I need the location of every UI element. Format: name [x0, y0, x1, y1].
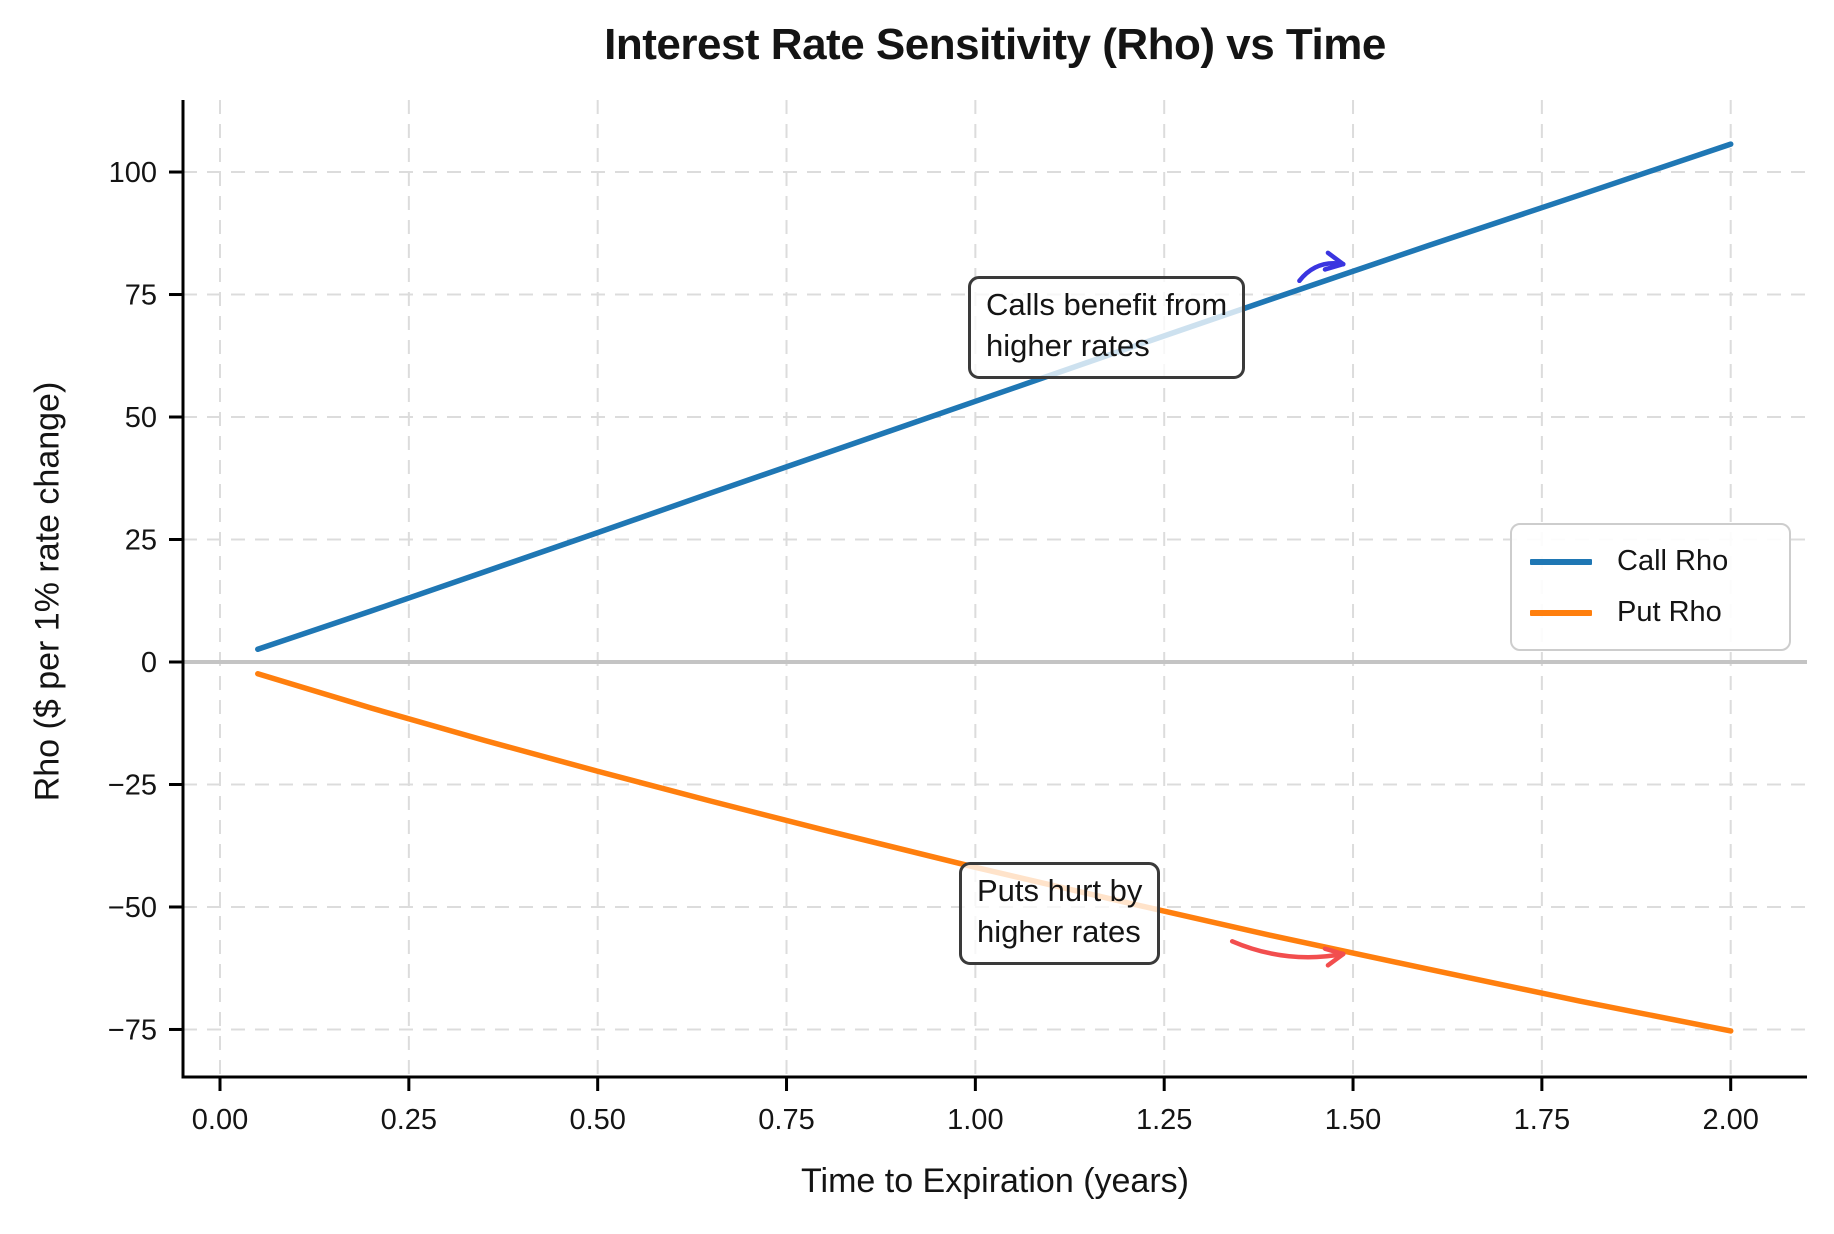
- put-rho-line-swatch: [1530, 609, 1592, 616]
- x-tick-label: 0.75: [758, 1104, 814, 1136]
- x-tick-label: 1.50: [1325, 1104, 1381, 1136]
- axis-spines: [181, 100, 1807, 1079]
- put-rho-line: [255, 671, 1734, 1034]
- y-tick-label: −25: [108, 769, 157, 801]
- x-axis-label: Time to Expiration (years): [801, 1162, 1189, 1200]
- chart-title: Interest Rate Sensitivity (Rho) vs Time: [604, 20, 1386, 69]
- y-tick-label: 50: [125, 402, 157, 434]
- y-tick-label: 100: [109, 157, 157, 189]
- y-tick-label: −50: [108, 892, 157, 924]
- y-tick-label: 25: [125, 525, 157, 557]
- call-rho-line: [255, 141, 1734, 653]
- y-tick-label: 0: [141, 647, 157, 679]
- annotation-calls-benefit: Calls benefit from higher rates: [968, 276, 1246, 379]
- x-tick-label: 0.00: [192, 1104, 248, 1136]
- legend-item-put-rho: Put Rho: [1530, 596, 1789, 629]
- x-tick-label: 1.00: [947, 1104, 1003, 1136]
- legend-label-call-rho: Call Rho: [1617, 545, 1729, 577]
- annotation-puts-hurt: Puts hurt by higher rates: [959, 862, 1161, 965]
- y-tick-label: 75: [125, 280, 157, 312]
- x-tick-label: 2.00: [1702, 1104, 1758, 1136]
- legend-item-call-rho: Call Rho: [1530, 545, 1789, 578]
- x-tick-label: 1.25: [1136, 1104, 1192, 1136]
- axis-ticks: [169, 170, 1733, 1091]
- x-tick-label: 0.50: [569, 1104, 625, 1136]
- y-axis-label: Rho ($ per 1% rate change): [28, 381, 67, 802]
- axis-tick-labels: 0.00 0.25 0.50 0.75 1.00 1.25 1.50 1.75 2.00 −75 −…: [108, 157, 1759, 1136]
- call-rho-line-swatch: [1530, 558, 1592, 565]
- y-tick-label: −75: [108, 1014, 157, 1046]
- legend: Call Rho Put Rho: [1510, 523, 1791, 651]
- x-tick-label: 0.25: [381, 1104, 437, 1136]
- series-lines: [255, 141, 1734, 1034]
- legend-label-put-rho: Put Rho: [1617, 596, 1722, 628]
- x-tick-label: 1.75: [1514, 1104, 1570, 1136]
